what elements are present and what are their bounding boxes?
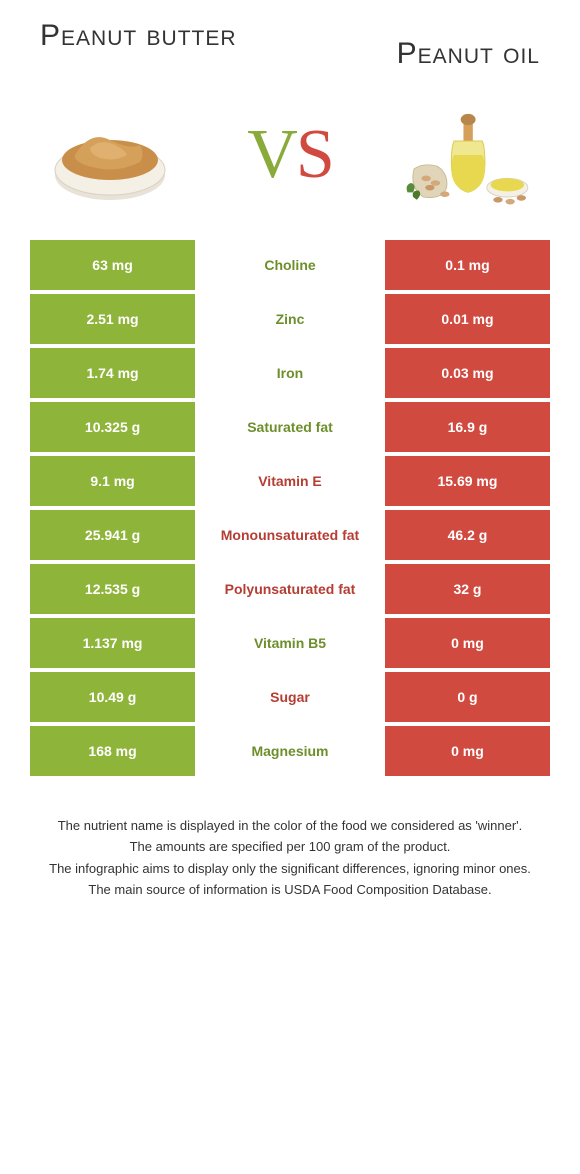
table-row: 25.941 gMonounsaturated fat46.2 g (30, 510, 550, 560)
left-value: 168 mg (30, 726, 195, 776)
table-row: 1.74 mgIron0.03 mg (30, 348, 550, 398)
right-value: 15.69 mg (385, 456, 550, 506)
table-row: 10.49 gSugar0 g (30, 672, 550, 722)
nutrient-name: Monounsaturated fat (195, 510, 385, 560)
nutrient-name: Saturated fat (195, 402, 385, 452)
right-value: 46.2 g (385, 510, 550, 560)
right-value: 0 g (385, 672, 550, 722)
right-value: 0.01 mg (385, 294, 550, 344)
nutrient-name: Sugar (195, 672, 385, 722)
table-row: 10.325 gSaturated fat16.9 g (30, 402, 550, 452)
footnote-line: The infographic aims to display only the… (40, 859, 540, 879)
right-value: 16.9 g (385, 402, 550, 452)
left-value: 25.941 g (30, 510, 195, 560)
footnote-line: The nutrient name is displayed in the co… (40, 816, 540, 836)
peanut-butter-image (40, 100, 180, 210)
footnote-line: The main source of information is USDA F… (40, 880, 540, 900)
header: Peanut butter Peanut oil (30, 20, 550, 70)
vs-v: V (247, 116, 296, 193)
table-row: 12.535 gPolyunsaturated fat32 g (30, 564, 550, 614)
table-row: 1.137 mgVitamin B50 mg (30, 618, 550, 668)
peanut-oil-image (400, 100, 540, 210)
left-value: 63 mg (30, 240, 195, 290)
table-row: 9.1 mgVitamin E15.69 mg (30, 456, 550, 506)
vs-s: S (296, 116, 333, 193)
left-food-title: Peanut butter (40, 20, 237, 52)
nutrient-name: Choline (195, 240, 385, 290)
left-value: 1.137 mg (30, 618, 195, 668)
table-row: 63 mgCholine0.1 mg (30, 240, 550, 290)
table-row: 168 mgMagnesium0 mg (30, 726, 550, 776)
footnote-line: The amounts are specified per 100 gram o… (40, 837, 540, 857)
nutrient-name: Magnesium (195, 726, 385, 776)
right-value: 0 mg (385, 618, 550, 668)
right-food-title: Peanut oil (397, 38, 540, 70)
nutrient-name: Zinc (195, 294, 385, 344)
right-value: 0.03 mg (385, 348, 550, 398)
table-row: 2.51 mgZinc0.01 mg (30, 294, 550, 344)
left-value: 12.535 g (30, 564, 195, 614)
left-value: 9.1 mg (30, 456, 195, 506)
images-row: VS (30, 100, 550, 210)
left-value: 10.49 g (30, 672, 195, 722)
left-value: 1.74 mg (30, 348, 195, 398)
right-value: 0 mg (385, 726, 550, 776)
left-value: 10.325 g (30, 402, 195, 452)
vs-label: VS (247, 115, 333, 195)
nutrient-name: Polyunsaturated fat (195, 564, 385, 614)
right-value: 0.1 mg (385, 240, 550, 290)
right-value: 32 g (385, 564, 550, 614)
footnotes: The nutrient name is displayed in the co… (30, 816, 550, 900)
left-value: 2.51 mg (30, 294, 195, 344)
nutrient-name: Vitamin E (195, 456, 385, 506)
nutrient-name: Vitamin B5 (195, 618, 385, 668)
nutrient-name: Iron (195, 348, 385, 398)
comparison-table: 63 mgCholine0.1 mg2.51 mgZinc0.01 mg1.74… (30, 240, 550, 776)
